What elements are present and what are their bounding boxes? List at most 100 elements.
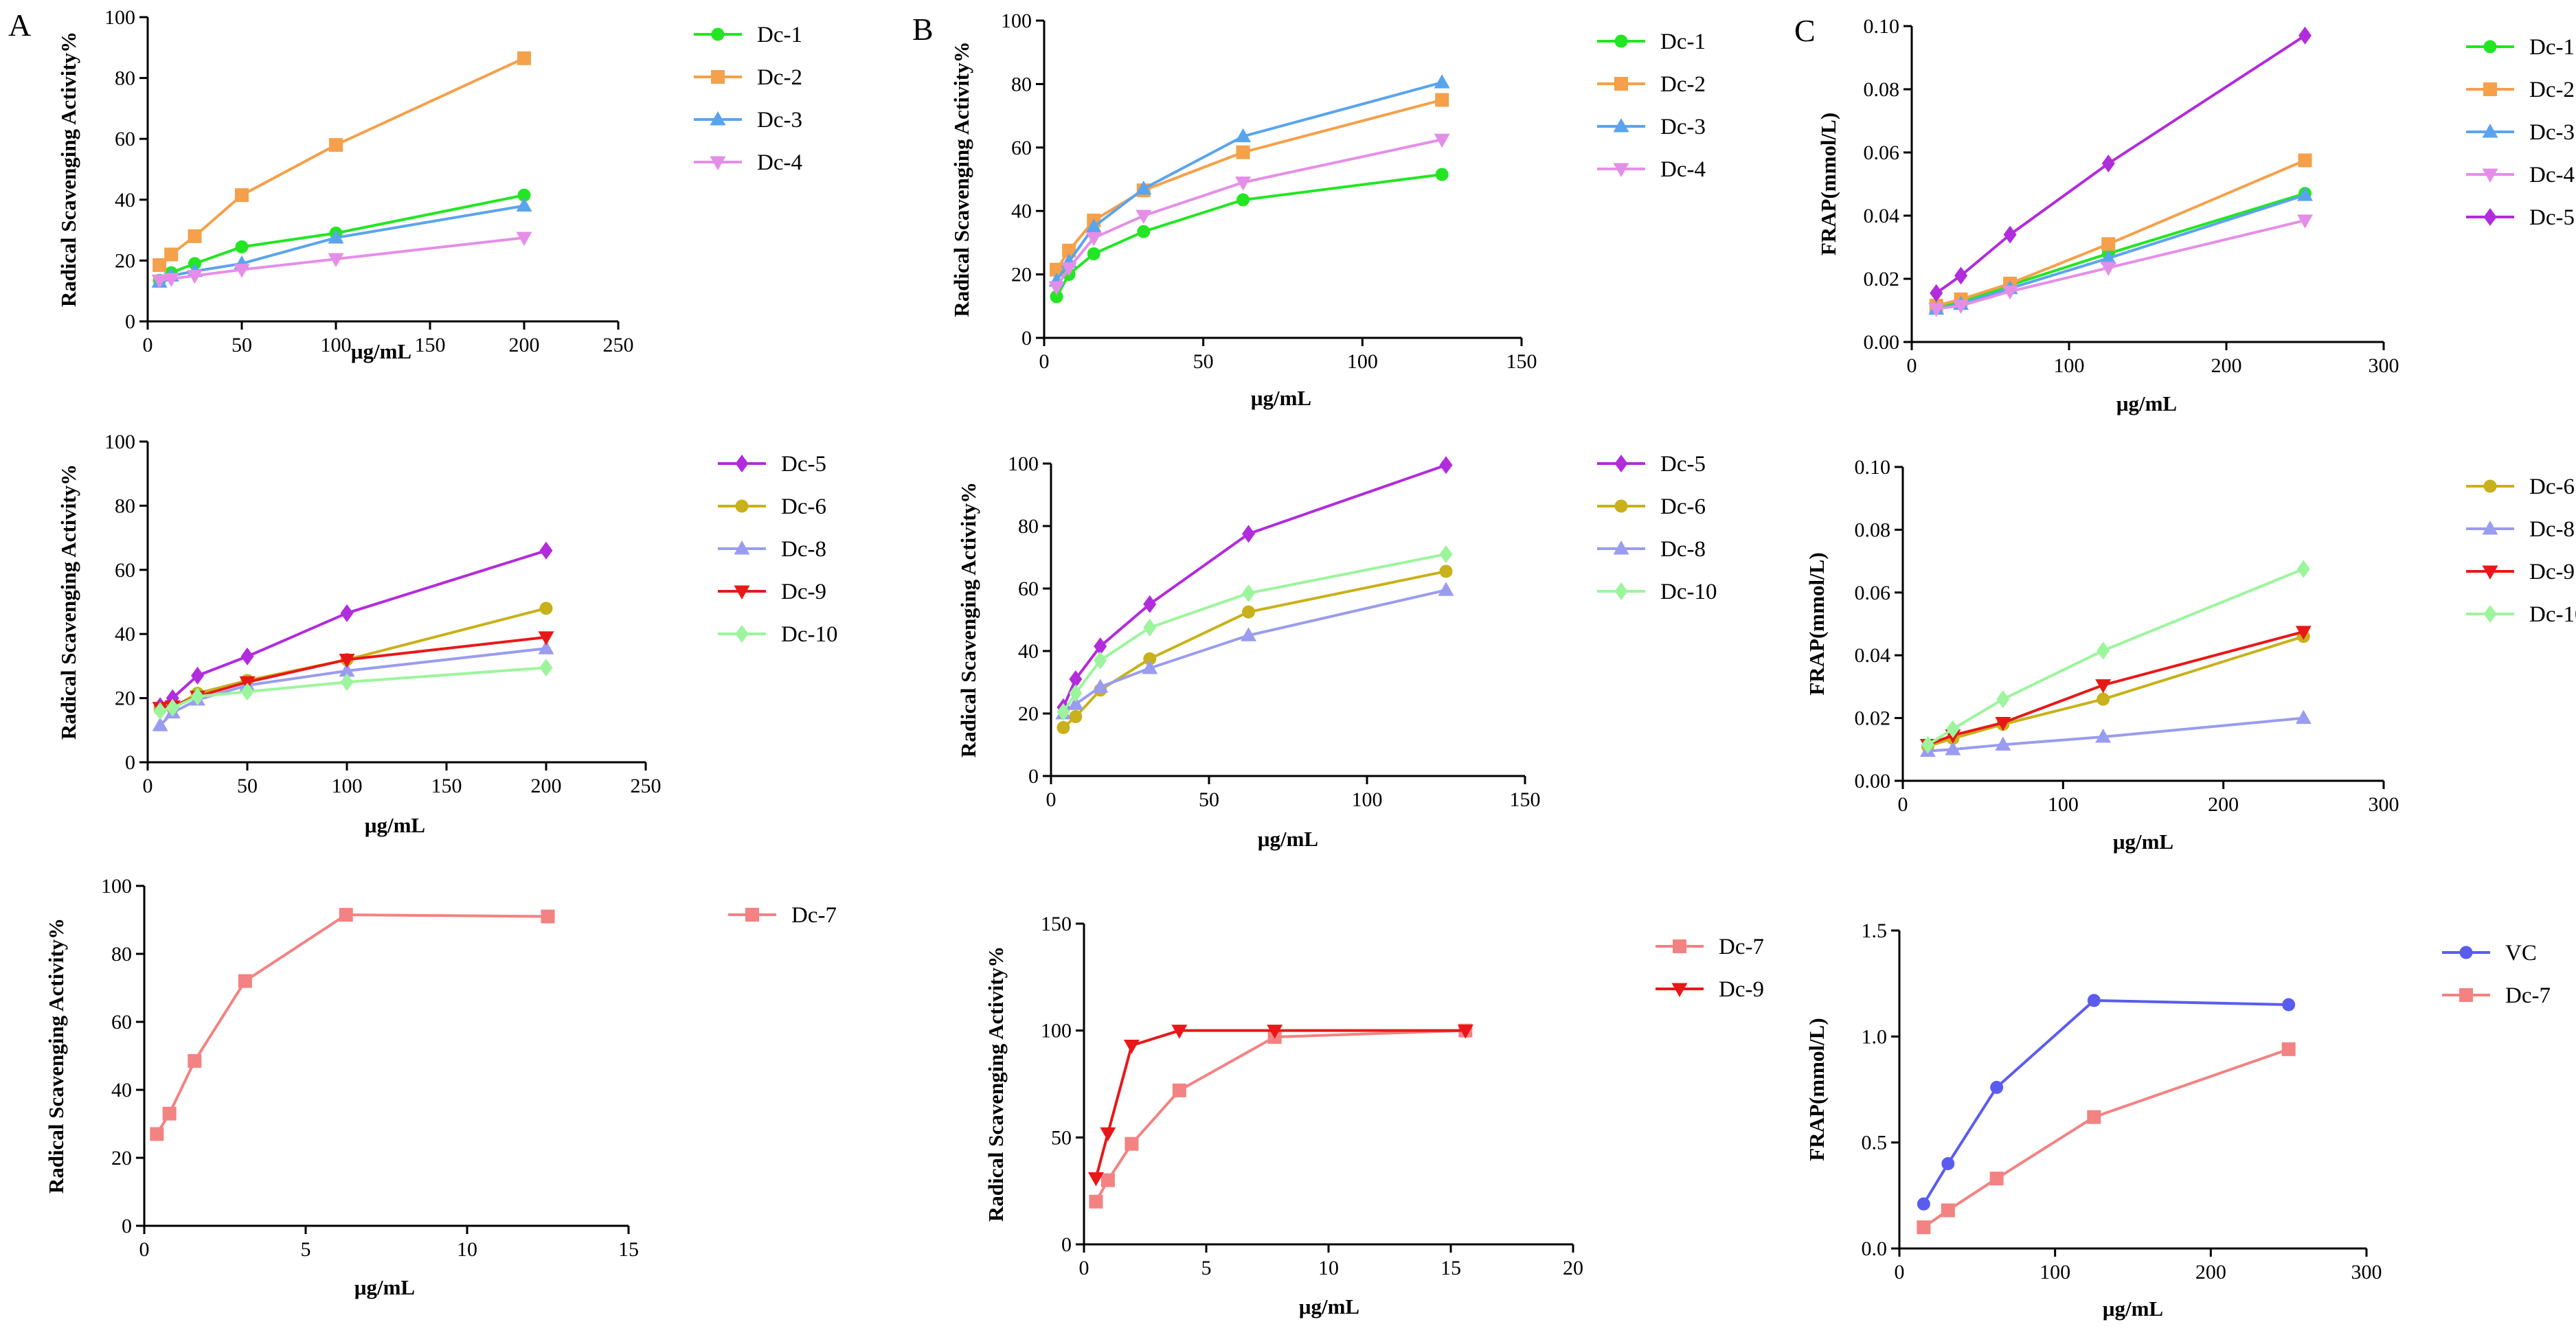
x-axis-label: μg/mL <box>2116 391 2177 415</box>
data-point <box>1069 670 1083 688</box>
x-tick-label: 100 <box>2048 793 2079 816</box>
data-point <box>2002 285 2018 300</box>
series-line <box>1922 999 2289 1205</box>
data-point <box>339 662 355 677</box>
data-point <box>2297 187 2313 201</box>
y-tick-label: 60 <box>1018 578 1039 600</box>
data-point <box>2101 155 2115 173</box>
data-point <box>1069 710 1083 724</box>
x-tick-label: 20 <box>1563 1257 1583 1279</box>
legend-marker <box>2483 479 2497 493</box>
chart-a3: 0 5 10 15 0 20 40 60 80 100 μg/mL Radical Scavengin… <box>44 875 837 1299</box>
y-tick-label: 0.0 <box>1862 1237 1888 1260</box>
y-axis-label: Radical Scavenging Activity% <box>984 946 1008 1222</box>
y-tick-label: 0.08 <box>1855 518 1891 541</box>
x-tick-label: 0 <box>1046 788 1057 811</box>
y-tick-label: 0.00 <box>1855 770 1891 792</box>
data-point <box>188 1053 202 1068</box>
legend-item-vc: VC <box>2442 941 2537 966</box>
data-point <box>1457 1025 1473 1039</box>
y-axis-label: Radical Scavenging Activity% <box>56 32 80 307</box>
legend-marker <box>2482 124 2498 138</box>
y-tick-label: 0 <box>1028 765 1039 788</box>
data-point <box>150 1127 164 1141</box>
data-point <box>1954 266 1968 285</box>
y-tick-label: 0.02 <box>1864 268 1900 290</box>
data-point <box>187 270 203 284</box>
data-point <box>153 702 167 720</box>
legend-label: Dc-4 <box>2529 163 2575 187</box>
y-tick-label: 0.02 <box>1855 707 1891 730</box>
legend-label: Dc-1 <box>757 23 802 47</box>
data-point <box>1092 678 1109 693</box>
legend-label: Dc-3 <box>2529 120 2575 145</box>
series-dc-10 <box>1921 560 2310 754</box>
legend-marker <box>2459 988 2473 1002</box>
data-point <box>1142 660 1158 674</box>
x-axis-label: μg/mL <box>365 813 425 837</box>
y-tick-label: 100 <box>1041 1020 1072 1042</box>
data-point <box>2295 709 2312 724</box>
series-dc-5 <box>1057 456 1453 716</box>
data-point <box>1435 93 1449 107</box>
x-axis-label: μg/mL <box>1251 386 1311 410</box>
legend-label: Dc-5 <box>781 452 826 477</box>
legend-marker <box>734 540 750 555</box>
legend-item-dc-1: Dc-1 <box>694 23 802 47</box>
data-point <box>539 541 553 560</box>
chart-a1: 0 50 100 150 200 250020406080100μg/mLRadical … <box>56 6 802 363</box>
x-axis-label: μg/mL <box>2103 1297 2163 1321</box>
data-point <box>2095 679 2112 694</box>
y-tick-label: 20 <box>115 687 135 710</box>
chart-c3: 0 100 200 300 0.0 0.5 1.0 1.5 μg/mL FRAP(mmol/L) V… <box>1805 920 2551 1321</box>
series-dc-5 <box>1930 26 2312 302</box>
x-tick-label: 100 <box>1347 350 1378 373</box>
data-point <box>240 647 254 665</box>
series-line <box>1094 1029 1466 1202</box>
legend-marker <box>2482 521 2498 535</box>
y-tick-label: 0 <box>1061 1233 1072 1256</box>
data-point <box>1172 1083 1186 1097</box>
data-point <box>2003 225 2017 244</box>
x-axis-label: μg/mL <box>1299 1294 1359 1319</box>
legend-marker <box>1614 582 1628 600</box>
chart-b1: 0 50 100 150 0 20 40 60 80 100 μg/mL Radical Scaven… <box>949 10 1706 410</box>
legend-label: Dc-8 <box>781 537 826 562</box>
series-dc-4 <box>1048 133 1450 296</box>
x-tick-label: 5 <box>1201 1257 1212 1279</box>
series-dc-7 <box>150 908 555 1141</box>
legend-marker <box>1614 455 1628 472</box>
legend-label: Dc-4 <box>757 150 802 175</box>
legend-label: Dc-3 <box>1660 115 1706 139</box>
y-tick-label: 100 <box>1008 453 1039 475</box>
data-point <box>339 908 353 922</box>
x-tick-label: 0 <box>1907 354 1917 377</box>
data-point <box>1087 1172 1104 1187</box>
x-tick-label: 0 <box>1039 350 1050 373</box>
data-point <box>1143 618 1157 637</box>
legend-label: VC <box>2505 941 2537 966</box>
data-point <box>1136 180 1152 195</box>
data-point <box>1235 128 1252 143</box>
y-tick-label: 40 <box>115 189 135 212</box>
data-point <box>1945 741 1961 755</box>
series-line <box>1062 464 1447 708</box>
legend-marker <box>711 70 725 84</box>
data-point <box>2087 1110 2101 1124</box>
legend-marker <box>2483 40 2497 54</box>
y-tick-label: 20 <box>1011 264 1032 286</box>
series-line <box>1055 173 1443 297</box>
x-axis-label: μg/mL <box>1258 827 1318 851</box>
y-tick-label: 40 <box>111 1079 132 1102</box>
data-point <box>1917 1220 1931 1235</box>
data-point <box>235 240 249 253</box>
series-dc-8 <box>1919 709 2312 757</box>
legend-item-dc-3: Dc-3 <box>1597 115 1706 139</box>
data-point <box>1123 1039 1140 1054</box>
data-point <box>240 683 254 701</box>
data-point <box>1941 1157 1955 1171</box>
legend-label: Dc-3 <box>757 108 802 133</box>
legend-marker <box>1614 77 1628 91</box>
data-point <box>1438 582 1454 596</box>
data-point <box>166 698 179 717</box>
